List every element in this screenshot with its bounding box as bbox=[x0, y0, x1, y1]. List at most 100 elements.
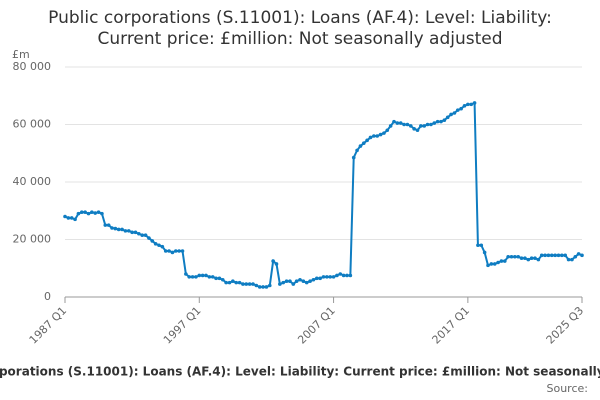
source: Source: bbox=[547, 382, 589, 395]
point bbox=[392, 119, 396, 124]
point bbox=[308, 279, 312, 283]
point bbox=[79, 210, 84, 214]
point bbox=[106, 223, 111, 227]
point bbox=[241, 282, 245, 286]
point bbox=[163, 249, 168, 253]
chart-title: Current price: £million: Not seasonally … bbox=[97, 29, 502, 49]
point bbox=[331, 275, 336, 279]
y-tick-label: 60 000 bbox=[13, 118, 52, 131]
point bbox=[234, 280, 239, 285]
point bbox=[408, 124, 413, 128]
point bbox=[157, 243, 161, 248]
point bbox=[415, 128, 420, 133]
point bbox=[247, 282, 252, 286]
point bbox=[546, 253, 551, 258]
point bbox=[351, 155, 356, 160]
point bbox=[553, 253, 557, 258]
y-tick-label: 40 000 bbox=[13, 175, 52, 188]
point bbox=[271, 259, 275, 263]
point bbox=[177, 249, 181, 253]
y-unit: £m bbox=[12, 48, 30, 61]
point bbox=[429, 122, 433, 127]
point bbox=[147, 236, 151, 240]
point bbox=[130, 230, 134, 235]
point bbox=[251, 282, 255, 286]
point bbox=[466, 102, 470, 107]
point bbox=[93, 211, 98, 215]
point bbox=[314, 276, 319, 281]
point bbox=[445, 115, 450, 120]
point bbox=[126, 229, 131, 233]
point bbox=[200, 273, 205, 278]
y-tick-label: 0 bbox=[44, 290, 51, 303]
point bbox=[227, 280, 232, 285]
point bbox=[402, 122, 406, 127]
point bbox=[348, 273, 353, 278]
point bbox=[281, 280, 286, 285]
point bbox=[267, 283, 272, 288]
point bbox=[519, 256, 524, 260]
point bbox=[207, 275, 212, 279]
point bbox=[476, 243, 480, 248]
point bbox=[375, 134, 380, 138]
point bbox=[355, 148, 359, 153]
point bbox=[361, 141, 366, 145]
point bbox=[261, 285, 265, 289]
point bbox=[536, 257, 541, 262]
point bbox=[264, 285, 269, 289]
point bbox=[304, 280, 309, 285]
point bbox=[184, 272, 188, 276]
point bbox=[278, 282, 282, 286]
point bbox=[506, 254, 510, 259]
point bbox=[385, 128, 390, 133]
point bbox=[86, 211, 91, 216]
point bbox=[288, 279, 292, 283]
point bbox=[237, 280, 242, 285]
point bbox=[120, 227, 124, 232]
point bbox=[153, 242, 158, 246]
point bbox=[435, 119, 440, 124]
point bbox=[321, 275, 326, 279]
point bbox=[425, 122, 430, 127]
point bbox=[210, 275, 215, 279]
point bbox=[137, 231, 141, 236]
point bbox=[509, 254, 514, 259]
point bbox=[388, 124, 393, 128]
point bbox=[311, 277, 316, 282]
point bbox=[284, 279, 289, 283]
point bbox=[492, 262, 497, 266]
point bbox=[150, 239, 155, 243]
point bbox=[398, 121, 403, 125]
point bbox=[244, 282, 249, 286]
point bbox=[110, 226, 114, 230]
point bbox=[83, 210, 87, 214]
point bbox=[513, 254, 517, 259]
point bbox=[345, 273, 349, 278]
point bbox=[462, 104, 467, 108]
x-tick-label: 1987 Q1 bbox=[27, 304, 70, 347]
point bbox=[496, 260, 500, 265]
point bbox=[170, 250, 175, 255]
point bbox=[113, 226, 118, 231]
point bbox=[560, 253, 564, 258]
point bbox=[341, 273, 346, 278]
point bbox=[274, 262, 279, 266]
point bbox=[180, 249, 185, 253]
point bbox=[502, 259, 507, 263]
point bbox=[224, 280, 228, 285]
point bbox=[526, 257, 531, 262]
point bbox=[378, 132, 383, 137]
point bbox=[66, 216, 71, 220]
point bbox=[187, 275, 192, 279]
point bbox=[489, 262, 494, 266]
point bbox=[214, 276, 218, 281]
legend-label: Public corporations (S.11001): Loans (AF… bbox=[0, 365, 600, 379]
point bbox=[325, 275, 329, 279]
point bbox=[469, 102, 474, 107]
point bbox=[499, 259, 504, 263]
x-tick-label: 2007 Q1 bbox=[295, 304, 338, 347]
point bbox=[365, 138, 369, 143]
point bbox=[100, 211, 104, 216]
point bbox=[167, 249, 171, 253]
point bbox=[103, 223, 108, 227]
